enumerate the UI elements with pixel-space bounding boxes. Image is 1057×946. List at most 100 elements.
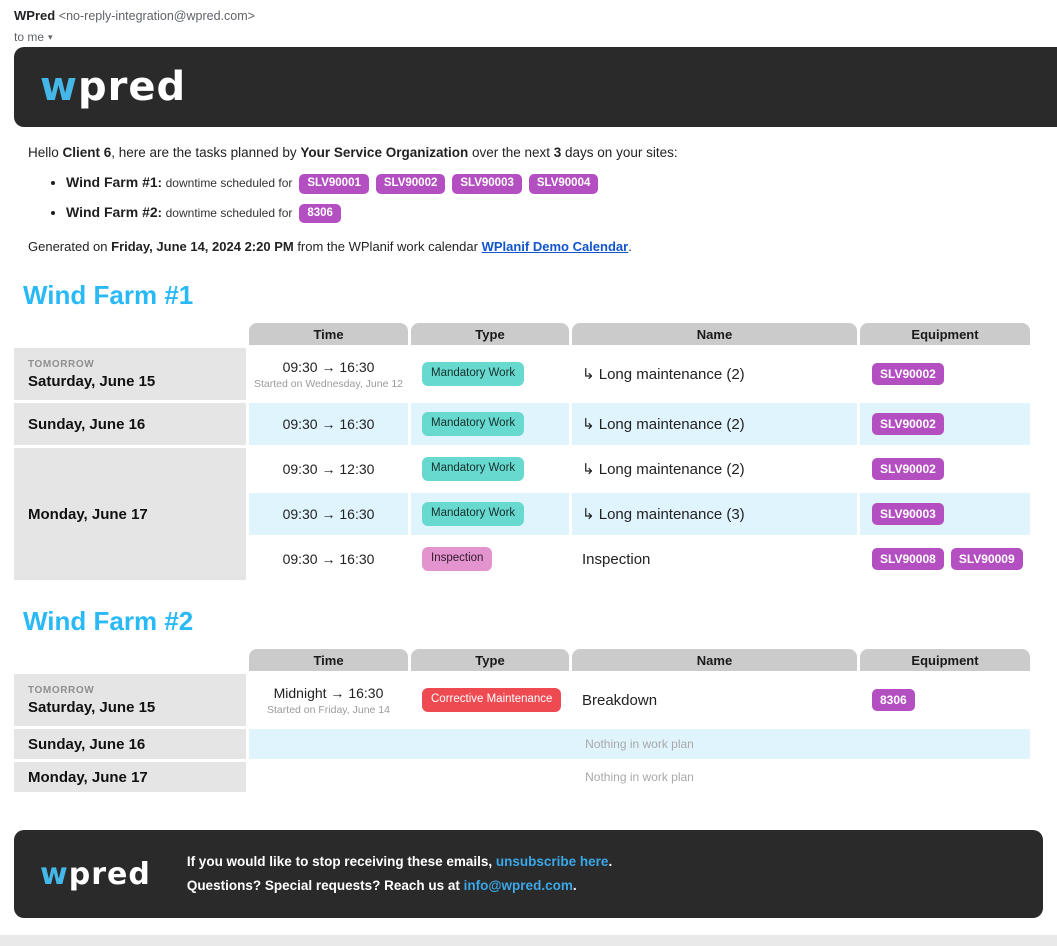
generated-suffix: . — [628, 239, 632, 254]
task-type-badge: Mandatory Work — [422, 502, 525, 526]
date-cell: TOMORROW Saturday, June 15 — [14, 674, 246, 726]
chevron-down-icon: ▾ — [48, 31, 53, 42]
unsubscribe-line: If you would like to stop receiving thes… — [187, 850, 612, 874]
equipment-badge: SLV90002 — [872, 413, 944, 435]
time-cell: 09:30 → 16:30 — [249, 493, 408, 535]
unsubscribe-suffix: . — [608, 853, 613, 869]
footer-text: If you would like to stop receiving thes… — [187, 850, 612, 899]
time-cell: 09:30 → 16:30 — [249, 538, 408, 580]
task-type-badge: Inspection — [422, 547, 493, 571]
logo-w-letter: w — [40, 64, 78, 110]
section-title-wind-farm-2: Wind Farm #2 — [23, 606, 194, 636]
generated-middle: from the WPlanif work calendar — [293, 239, 482, 254]
time-range: 09:30 → 16:30 — [282, 551, 375, 567]
site-name: Wind Farm #1 — [66, 174, 158, 191]
column-header-name: Name — [572, 649, 857, 671]
generated-prefix: Generated on — [28, 239, 112, 254]
equipment-badge: SLV90002 — [872, 458, 944, 480]
column-header-name: Name — [572, 323, 857, 345]
equipment-badge: 8306 — [299, 203, 341, 223]
task-type-badge: Mandatory Work — [422, 362, 525, 386]
task-name-cell: ↳ Long maintenance (2) — [572, 348, 857, 400]
sender-line: WPred <no-reply-integration@wpred.com> — [14, 8, 1057, 23]
calendar-link[interactable]: WPlanif Demo Calendar — [481, 239, 629, 254]
generated-line: Generated on Friday, June 14, 2024 2:20 … — [14, 239, 1030, 254]
recipient-dropdown[interactable]: to me ▾ — [14, 30, 74, 44]
greeting-suffix: days on your sites: — [561, 145, 678, 160]
colon: : — [157, 204, 166, 220]
task-name-cell: ↳ Long maintenance (3) — [572, 493, 857, 535]
type-cell: Mandatory Work — [411, 403, 569, 445]
date-cell: Sunday, June 16 — [14, 729, 246, 759]
type-cell: Mandatory Work — [411, 493, 569, 535]
time-started-note: Started on Wednesday, June 12 — [253, 377, 404, 390]
generated-datetime: Friday, June 14, 2024 2:20 PM — [111, 239, 294, 254]
column-header-equipment: Equipment — [860, 649, 1030, 671]
page-bottom-strip — [0, 935, 1057, 946]
task-type-badge: Corrective Maintenance — [422, 688, 562, 712]
colon: : — [157, 175, 166, 191]
column-header-type: Type — [411, 649, 569, 671]
schedule-table-wind-farm-1: Time Type Name Equipment TOMORROW Saturday, J… — [14, 323, 1030, 580]
schedule-sections: Wind Farm #1 Time Type Name Equipment TOMORRO… — [14, 280, 1030, 792]
date-label: Saturday, June 15 — [28, 698, 156, 716]
site-name: Wind Farm #2 — [66, 203, 158, 220]
logo-rest: pred — [68, 856, 151, 892]
equipment-badge-strip: 8306 — [299, 203, 341, 223]
days-count: 3 — [553, 145, 562, 160]
task-name-cell: Breakdown — [572, 674, 857, 726]
date-label: Saturday, June 15 — [28, 372, 156, 390]
time-cell: 09:30 → 16:30 Started on Wednesday, June … — [249, 348, 408, 400]
date-cell: Monday, June 17 — [14, 448, 246, 580]
contact-prefix: Questions? Special requests? Reach us at — [186, 878, 464, 893]
section-title-wind-farm-1: Wind Farm #1 — [23, 280, 194, 310]
column-header-type: Type — [411, 323, 569, 345]
equipment-badge: 8306 — [872, 689, 915, 711]
task-name-cell: Inspection — [572, 538, 857, 580]
contact-email-link[interactable]: info@wpred.com — [463, 878, 573, 893]
date-cell: Sunday, June 16 — [14, 403, 246, 445]
message-header: WPred <no-reply-integration@wpred.com> t… — [0, 0, 1057, 47]
equipment-badge: SLV90003 — [452, 174, 522, 194]
date-label: Monday, June 17 — [28, 768, 148, 786]
time-range: Midnight → 16:30 — [273, 684, 384, 701]
unsubscribe-link[interactable]: unsubscribe here — [495, 853, 609, 869]
logo-rest: pred — [77, 64, 187, 110]
type-cell: Inspection — [411, 538, 569, 580]
schedule-table-wind-farm-2: Time Type Name Equipment TOMORROW Saturday, J… — [14, 649, 1030, 792]
time-cell: 09:30 → 16:30 — [249, 403, 408, 445]
equipment-cell: SLV90003 — [860, 493, 1030, 535]
equipment-cell: SLV90002 — [860, 403, 1030, 445]
downtime-text: downtime scheduled for — [165, 205, 293, 220]
email-body: Hello Client 6, here are the tasks plann… — [14, 145, 1030, 792]
wpred-logo-footer: wpred — [40, 857, 151, 892]
equipment-cell: SLV90002 — [860, 348, 1030, 400]
equipment-badge: SLV90002 — [872, 363, 944, 385]
downtime-text: downtime scheduled for — [165, 176, 293, 191]
date-cell: Monday, June 17 — [14, 762, 246, 792]
equipment-cell: 8306 — [860, 674, 1030, 726]
site-summary-item: Wind Farm #2: downtime scheduled for 8306 — [66, 203, 1030, 223]
time-range: 09:30 → 16:30 — [282, 416, 375, 432]
sender-email: <no-reply-integration@wpred.com> — [58, 9, 255, 23]
empty-plan-cell: Nothing in work plan — [249, 762, 1030, 792]
date-label: Sunday, June 16 — [28, 735, 146, 753]
tomorrow-tag: TOMORROW — [28, 684, 95, 696]
greeting-mid: , here are the tasks planned by — [111, 145, 301, 160]
type-cell: Mandatory Work — [411, 348, 569, 400]
equipment-badge: SLV90004 — [528, 174, 599, 194]
time-range: 09:30 → 16:30 — [282, 358, 375, 375]
recipient-label: to me — [14, 30, 45, 44]
footer-banner: wpred If you would like to stop receivin… — [14, 830, 1043, 918]
task-name-cell: ↳ Long maintenance (2) — [572, 403, 857, 445]
date-label: Monday, June 17 — [28, 505, 148, 523]
tomorrow-tag: TOMORROW — [28, 358, 95, 370]
greeting-mid2: over the next — [468, 145, 554, 160]
task-type-badge: Mandatory Work — [422, 412, 525, 436]
equipment-cell: SLV90008 SLV90009 — [860, 538, 1030, 580]
equipment-badge: SLV90001 — [299, 174, 369, 194]
service-org-name: Your Service Organization — [300, 145, 469, 160]
sender-name: WPred — [14, 8, 56, 23]
equipment-badge: SLV90003 — [872, 503, 944, 525]
time-range: 09:30 → 12:30 — [282, 461, 375, 477]
